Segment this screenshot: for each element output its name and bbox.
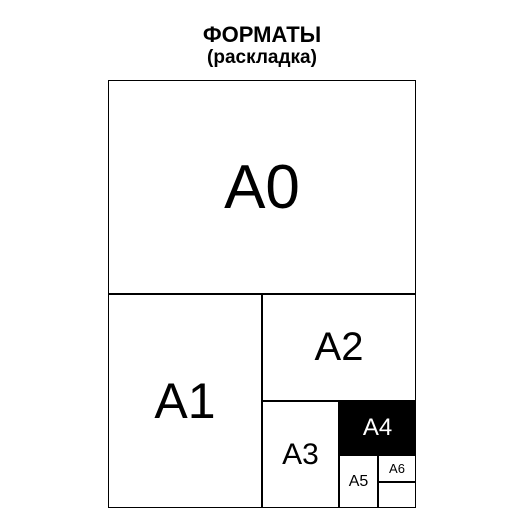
format-label: A3	[282, 438, 319, 472]
format-label: A0	[224, 152, 300, 223]
format-label: A6	[389, 461, 405, 476]
format-label: A2	[315, 325, 364, 370]
format-cell-a2: A2	[262, 294, 416, 401]
format-label: A1	[154, 372, 215, 430]
format-cell-a3: A3	[262, 401, 339, 508]
format-cell-a6: A6	[378, 455, 416, 482]
format-cell-blank	[378, 482, 416, 508]
format-label: A5	[349, 473, 369, 491]
page-title: ФОРМАТЫ	[0, 22, 524, 47]
format-cell-a4: A4	[339, 401, 416, 455]
page-subtitle: (раскладка)	[0, 47, 524, 69]
format-cell-a5: A5	[339, 455, 378, 508]
format-cell-a1: A1	[108, 294, 262, 508]
format-label: A4	[363, 414, 392, 442]
header: ФОРМАТЫ (раскладка)	[0, 22, 524, 69]
paper-format-diagram: A0 A1 A2 A3 A4 A5 A6	[108, 80, 416, 508]
format-cell-a0: A0	[108, 80, 416, 294]
